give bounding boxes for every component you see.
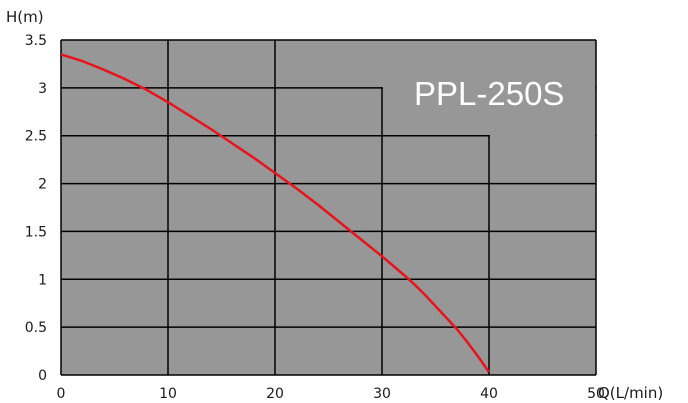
x-tick-label: 50 bbox=[587, 386, 605, 402]
x-tick-label: 0 bbox=[57, 386, 66, 402]
y-axis-label: H(m) bbox=[6, 8, 44, 26]
y-tick-label: 2 bbox=[38, 177, 47, 193]
y-tick-label: 1.5 bbox=[25, 224, 47, 240]
model-annotation: PPL-250S bbox=[414, 75, 564, 112]
y-tick-label: 3.5 bbox=[25, 33, 47, 49]
x-tick-label: 20 bbox=[266, 386, 284, 402]
y-tick-label: 0.5 bbox=[25, 320, 47, 336]
x-tick-label: 10 bbox=[159, 386, 177, 402]
x-tick-label: 30 bbox=[373, 386, 391, 402]
annotation-box-gap bbox=[490, 134, 595, 138]
x-axis-label: Q(L/min) bbox=[598, 384, 663, 402]
x-tick-label: 40 bbox=[480, 386, 498, 402]
y-tick-label: 0 bbox=[38, 368, 47, 384]
y-tick-label: 3 bbox=[38, 81, 47, 97]
y-tick-labels: 0 0.5 1 1.5 2 2.5 3 3.5 bbox=[25, 33, 47, 384]
grid-lines bbox=[60, 39, 597, 376]
x-tick-labels: 0 10 20 30 40 50 bbox=[57, 386, 605, 402]
annotation-box bbox=[383, 41, 595, 88]
series-line bbox=[60, 53, 491, 373]
plot-background bbox=[61, 40, 596, 375]
y-tick-label: 1 bbox=[38, 272, 47, 288]
y-tick-label: 2.5 bbox=[25, 129, 47, 145]
annotation-box-gap bbox=[383, 86, 595, 90]
